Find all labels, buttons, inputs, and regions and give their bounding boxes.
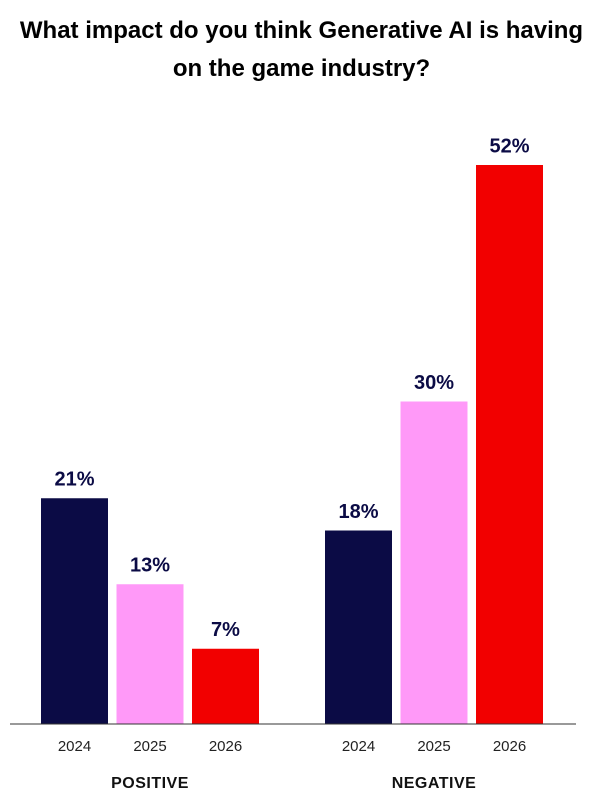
category-label: POSITIVE	[111, 775, 189, 792]
value-label: 21%	[54, 469, 94, 491]
x-tick-label: 2026	[209, 738, 242, 755]
bar	[476, 165, 543, 724]
value-label: 13%	[130, 555, 170, 577]
x-tick-label: 2024	[342, 738, 375, 755]
value-label: 52%	[489, 135, 529, 157]
bar	[400, 401, 468, 724]
x-tick-label: 2024	[58, 738, 91, 755]
x-tick-label: 2025	[417, 738, 450, 755]
value-label: 7%	[211, 619, 240, 641]
value-label: 30%	[414, 372, 454, 394]
bar	[325, 530, 392, 724]
chart-title: What impact do you think Generative AI i…	[19, 17, 584, 82]
bar	[116, 584, 184, 724]
bar	[41, 498, 108, 724]
value-label: 18%	[338, 501, 378, 523]
bar	[192, 648, 259, 724]
x-tick-label: 2026	[493, 738, 526, 755]
x-tick-label: 2025	[133, 738, 166, 755]
category-label: NEGATIVE	[392, 775, 477, 792]
